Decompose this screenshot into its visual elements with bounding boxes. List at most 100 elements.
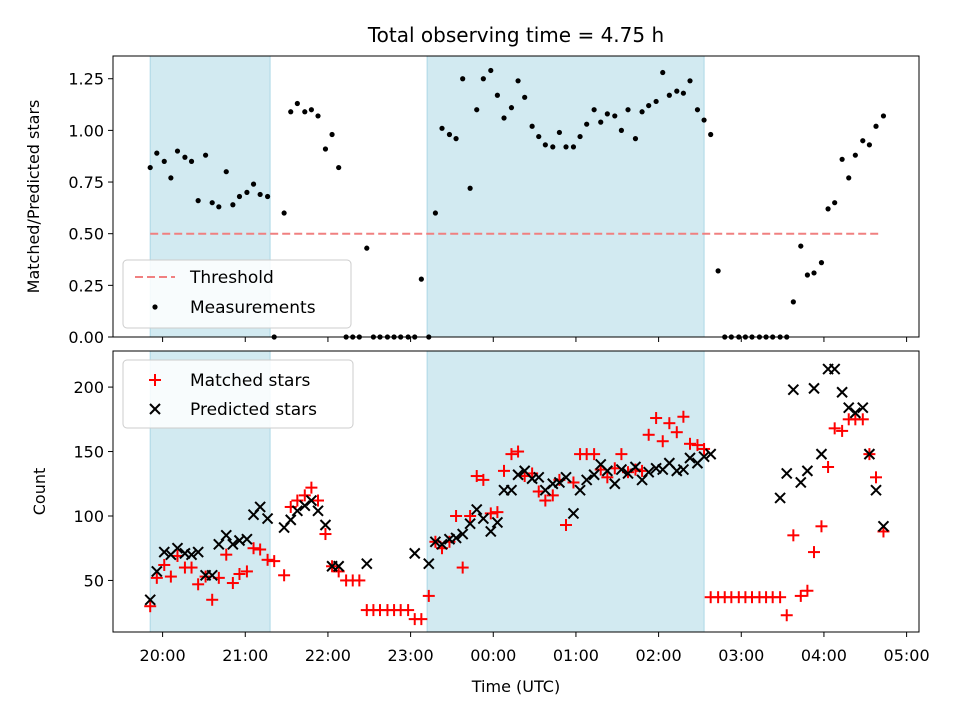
measurement-point [563, 144, 569, 150]
matched-point [560, 519, 573, 532]
measurement-point [460, 76, 466, 82]
predicted-point [261, 512, 274, 525]
matched-point [642, 428, 655, 441]
top-shaded-spans [149, 55, 705, 338]
measurement-point [294, 100, 300, 107]
bottom-legend-box [122, 359, 354, 429]
measurement-point [257, 191, 263, 198]
predicted-point [144, 594, 156, 606]
predicted-point [774, 492, 786, 504]
matched-point [498, 464, 511, 477]
matched-point [206, 593, 219, 606]
measurement-point [216, 204, 222, 210]
matched-point [158, 558, 171, 571]
measurement-point [639, 109, 645, 115]
predicted-point [588, 469, 600, 481]
measurement-point [230, 202, 236, 208]
predicted-point [464, 518, 476, 530]
measurement-point [880, 113, 887, 119]
measurement-point [666, 92, 672, 98]
y-tick-label: 0.75 [68, 173, 104, 192]
matched-point [185, 561, 198, 574]
measurement-point [161, 158, 167, 164]
predicted-point [704, 448, 717, 460]
matched-point [822, 461, 835, 474]
measurement-point [515, 78, 521, 84]
y-tick-label: 0.25 [68, 276, 104, 295]
matched-point [353, 574, 366, 587]
measurement-point [680, 90, 687, 96]
chart-title: Total observing time = 4.75 h [367, 23, 664, 47]
predicted-point [409, 547, 421, 560]
bottom-x-axis: 20:00 21:00 22:00 23:00 00:00 01:00 02:00 03:00… [140, 632, 930, 665]
measurement-point [612, 113, 618, 119]
top-y-axis-label: Matched/Predicted stars [24, 100, 43, 294]
predicted-point [158, 546, 170, 558]
measurement-point [508, 105, 515, 111]
predicted-point [843, 402, 855, 414]
predicted-point [206, 569, 218, 581]
predicted-point [213, 538, 225, 551]
predicted-point [815, 448, 828, 460]
predicted-point [828, 363, 841, 375]
predicted-point [870, 484, 882, 496]
measurement-point [570, 144, 577, 150]
matched-point [192, 578, 205, 591]
x-axis-label: Time (UTC) [471, 677, 560, 696]
measurement-point [315, 113, 321, 119]
measurement-point [182, 154, 188, 160]
measurement-point [147, 164, 153, 171]
measurement-point [439, 125, 445, 131]
predicted-point [312, 505, 324, 517]
predicted-point [285, 514, 297, 526]
measurement-point [708, 131, 714, 138]
matched-point [464, 509, 477, 522]
predicted-point [485, 525, 497, 538]
y-tick-label: 150 [73, 443, 104, 462]
predicted-point [319, 519, 332, 531]
measurement-point [818, 260, 825, 266]
matched-point [836, 424, 849, 437]
matched-point [698, 442, 711, 455]
predicted-point [580, 474, 593, 486]
predicted-point [574, 484, 586, 496]
measurement-point [336, 164, 342, 171]
measurement-point [866, 142, 873, 148]
matched-point [220, 548, 233, 561]
matched-point [691, 439, 704, 452]
measurement-point [264, 193, 271, 200]
measurement-point [846, 175, 852, 181]
matched-point [450, 509, 463, 522]
matched-point [856, 413, 869, 426]
predicted-point [151, 565, 163, 578]
predicted-point [629, 461, 642, 473]
measurement-point [674, 88, 680, 94]
legend-predicted-marker [149, 403, 161, 415]
predicted-point [423, 557, 435, 570]
matched-point [312, 494, 325, 507]
measurement-points [147, 67, 887, 340]
measurement-point [529, 123, 535, 129]
top-legend-box [122, 259, 352, 329]
measurement-point [632, 136, 639, 142]
measurement-point [790, 299, 796, 305]
measurement-point [873, 123, 879, 129]
matched-point [402, 604, 415, 617]
x-tick-label: 00:00 [470, 646, 516, 665]
matched-point [677, 410, 690, 423]
predicted-point [560, 471, 572, 484]
matched-point [601, 471, 614, 484]
measurement-point [852, 152, 858, 158]
measurement-point [798, 243, 804, 249]
matched-point [261, 553, 274, 566]
x-tick-label: 20:00 [140, 646, 186, 665]
measurement-point [488, 67, 494, 74]
matched-point [484, 507, 497, 520]
predicted-point [615, 463, 628, 476]
matched-point [794, 589, 807, 602]
legend-predicted-label: Predicted stars [190, 400, 317, 420]
matched-point [870, 471, 883, 484]
matched-point [684, 437, 697, 450]
measurement-point [811, 270, 817, 276]
